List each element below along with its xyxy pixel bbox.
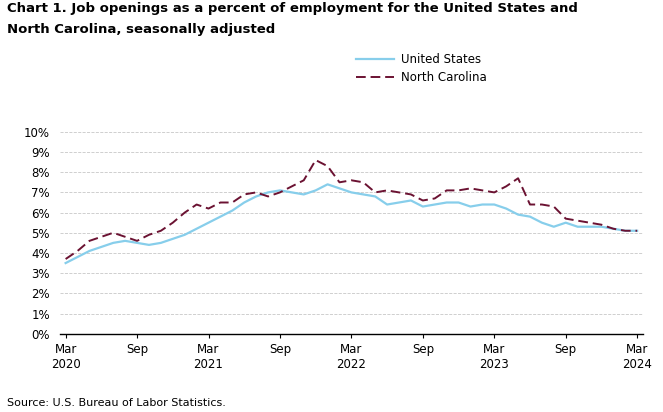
Text: Chart 1. Job openings as a percent of employment for the United States and: Chart 1. Job openings as a percent of em… xyxy=(7,2,577,15)
Text: North Carolina, seasonally adjusted: North Carolina, seasonally adjusted xyxy=(7,23,275,36)
Legend: United States, North Carolina: United States, North Carolina xyxy=(356,53,487,84)
Text: Source: U.S. Bureau of Labor Statistics.: Source: U.S. Bureau of Labor Statistics. xyxy=(7,398,225,408)
